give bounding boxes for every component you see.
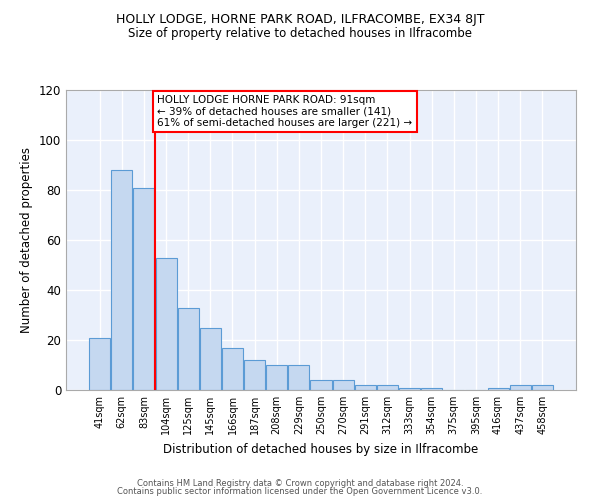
Bar [355,385,376,390]
Bar [289,365,310,390]
Bar [532,385,553,390]
Bar [509,385,530,390]
Bar [488,388,509,390]
Bar [421,388,442,390]
Text: HOLLY LODGE HORNE PARK ROAD: 91sqm
← 39% of detached houses are smaller (141)
61: HOLLY LODGE HORNE PARK ROAD: 91sqm ← 39%… [157,95,412,128]
Bar [244,360,265,390]
Bar [332,380,353,390]
Bar [222,348,243,390]
Bar [89,338,110,390]
Bar [155,258,176,390]
Text: Contains HM Land Registry data © Crown copyright and database right 2024.: Contains HM Land Registry data © Crown c… [137,478,463,488]
Text: Size of property relative to detached houses in Ilfracombe: Size of property relative to detached ho… [128,28,472,40]
Bar [266,365,287,390]
Text: HOLLY LODGE, HORNE PARK ROAD, ILFRACOMBE, EX34 8JT: HOLLY LODGE, HORNE PARK ROAD, ILFRACOMBE… [116,12,484,26]
Bar [399,388,420,390]
Bar [112,170,133,390]
X-axis label: Distribution of detached houses by size in Ilfracombe: Distribution of detached houses by size … [163,442,479,456]
Bar [377,385,398,390]
Y-axis label: Number of detached properties: Number of detached properties [20,147,33,333]
Bar [310,380,332,390]
Text: Contains public sector information licensed under the Open Government Licence v3: Contains public sector information licen… [118,487,482,496]
Bar [133,188,154,390]
Bar [200,328,221,390]
Bar [178,308,199,390]
